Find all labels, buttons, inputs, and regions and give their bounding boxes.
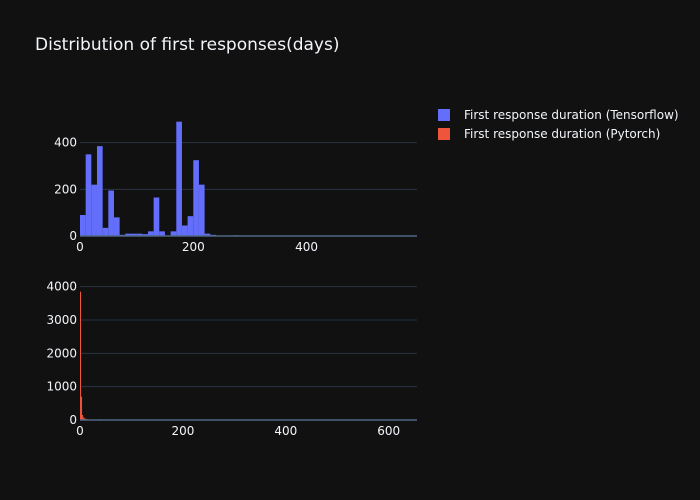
y-tick-label: 400 [54,136,77,150]
histogram-bar[interactable] [86,154,92,236]
x-tick-label: 200 [182,240,205,254]
y-tick-label: 1000 [46,380,77,394]
histogram-bar[interactable] [188,216,194,236]
legend-item-tensorflow[interactable]: First response duration (Tensorflow) [438,108,679,122]
histogram-bar[interactable] [81,397,82,420]
histogram-bar[interactable] [80,292,81,420]
histogram-bar[interactable] [114,217,120,236]
legend-label-pytorch: First response duration (Pytorch) [464,127,660,141]
histogram-bar[interactable] [154,198,160,237]
chart-title: Distribution of first responses(days) [35,35,339,55]
x-tick-label: 600 [377,424,400,438]
histogram-bar[interactable] [182,226,188,237]
legend-swatch-pytorch [438,128,450,140]
y-tick-label: 3000 [46,313,77,327]
y-tick-label: 4000 [46,280,77,294]
histogram-bar[interactable] [108,191,114,237]
histogram-bar[interactable] [176,122,182,236]
histogram-bar[interactable] [193,160,199,236]
x-tick-label: 0 [76,424,84,438]
legend-label-tensorflow: First response duration (Tensorflow) [464,108,679,122]
legend-item-pytorch[interactable]: First response duration (Pytorch) [438,127,660,141]
x-tick-label: 0 [76,240,84,254]
x-tick-label: 400 [274,424,297,438]
histogram-bar[interactable] [80,215,86,236]
y-tick-label: 2000 [46,346,77,360]
y-tick-label: 200 [54,182,77,196]
legend-swatch-tensorflow [438,109,450,121]
legend[interactable]: First response duration (Tensorflow) Fir… [438,108,679,141]
x-tick-label: 200 [171,424,194,438]
histogram-bar[interactable] [199,185,205,236]
histogram-bar[interactable] [91,185,97,236]
histogram-bar[interactable] [97,146,103,236]
x-tick-label: 400 [295,240,318,254]
histogram-bar[interactable] [103,228,109,236]
